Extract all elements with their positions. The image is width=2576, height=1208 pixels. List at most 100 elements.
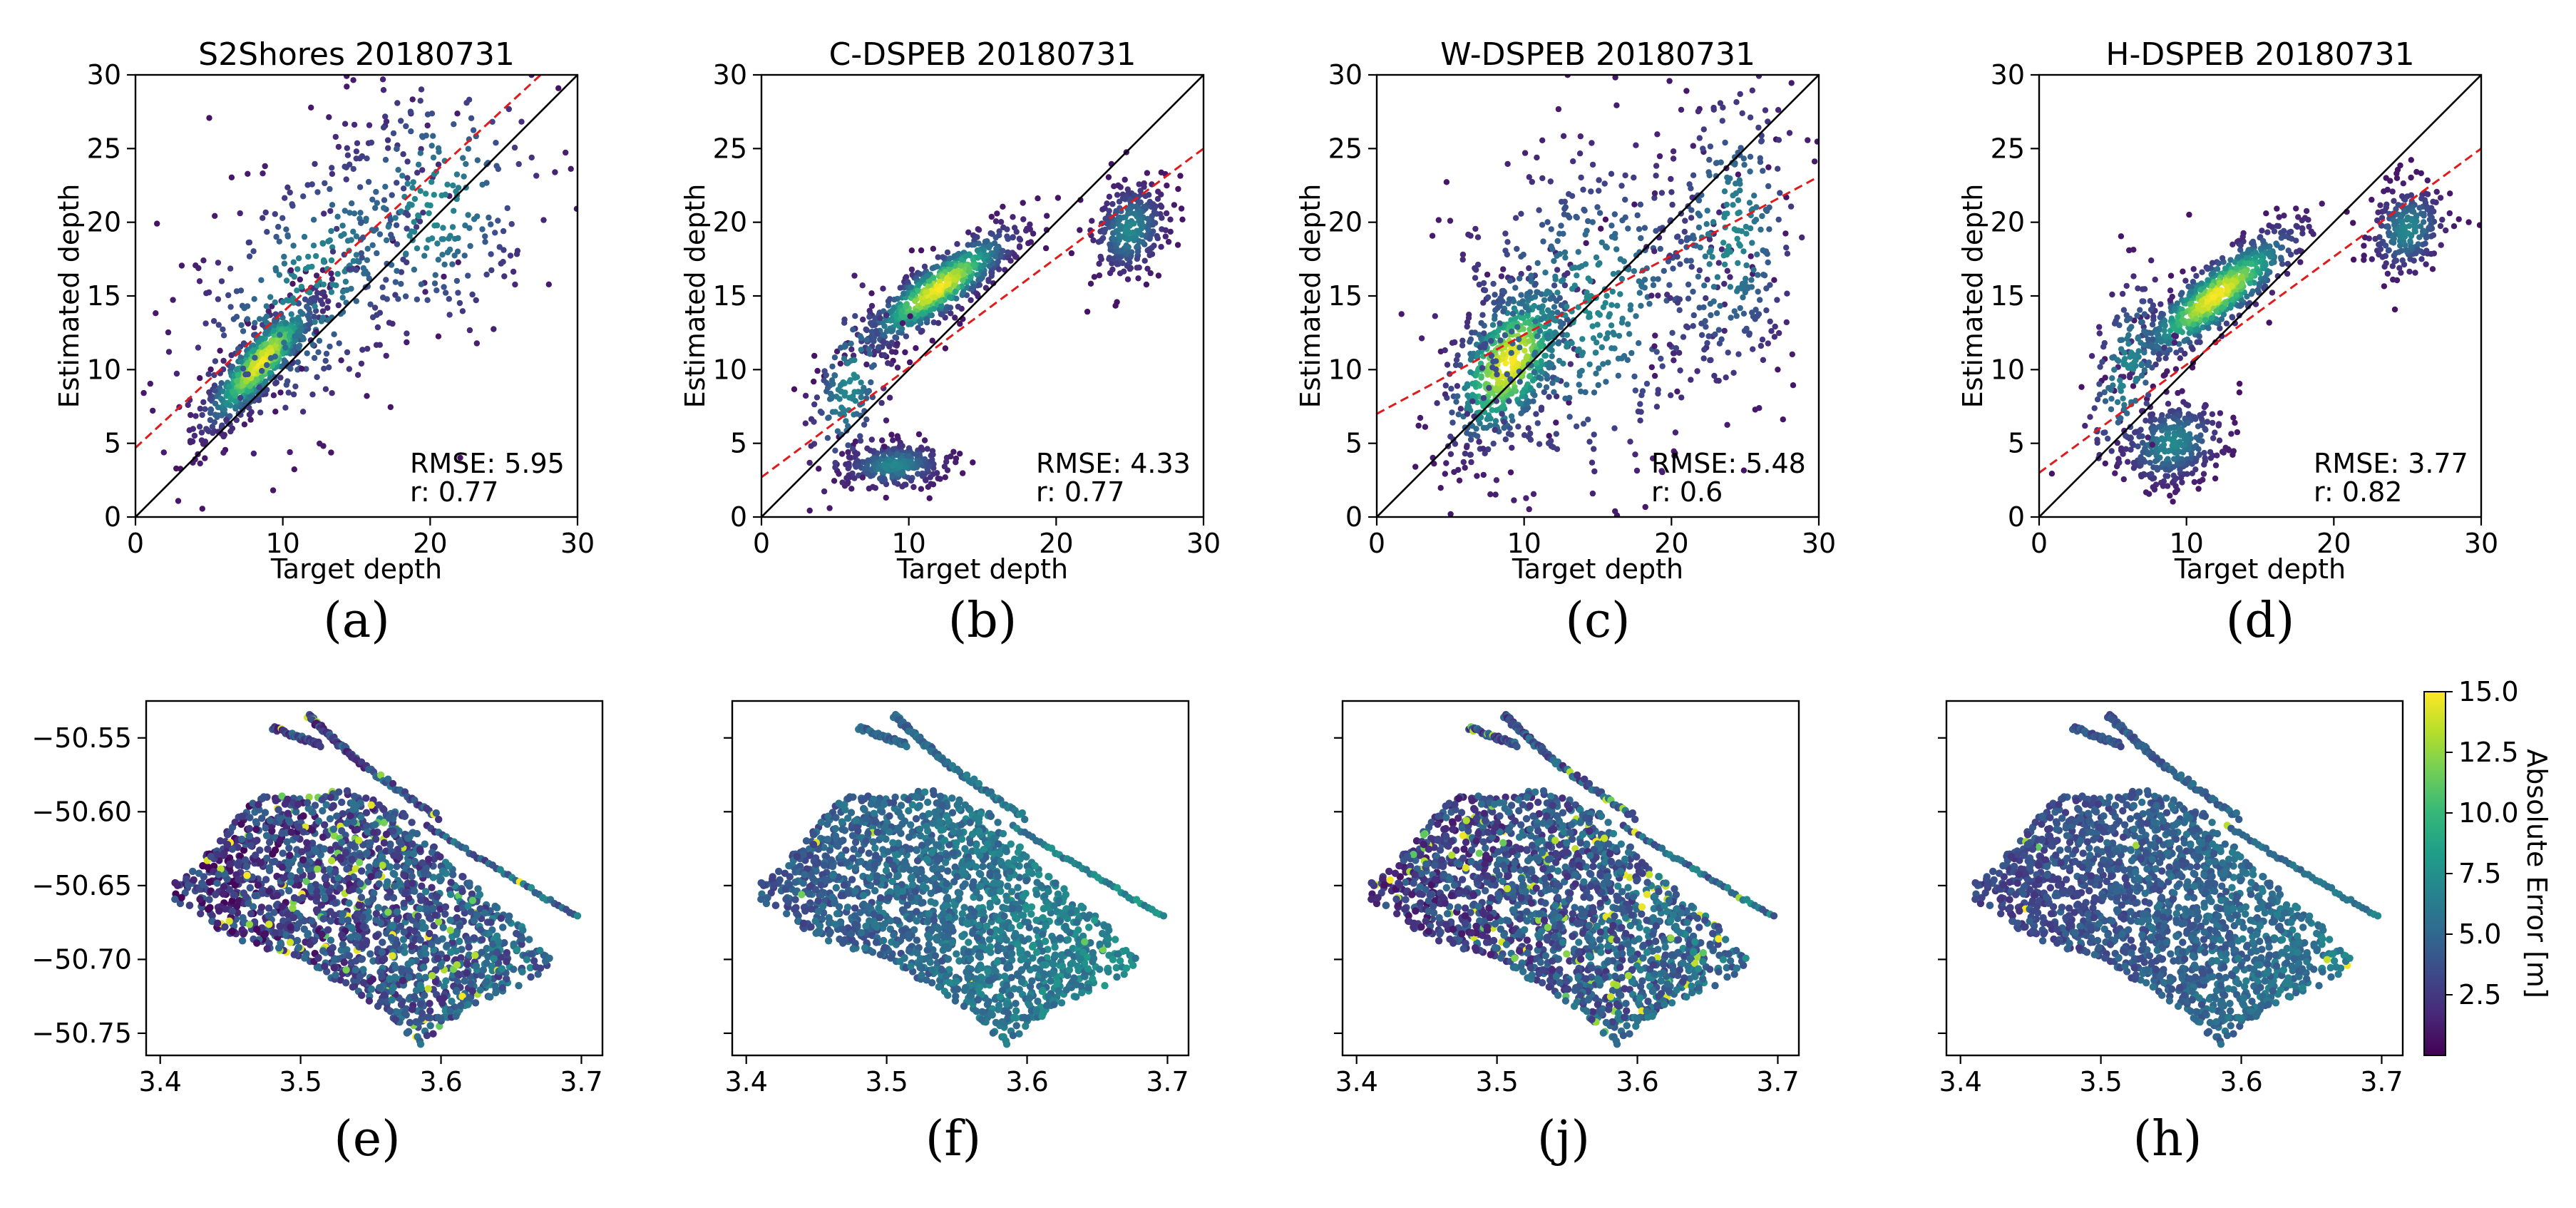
scatter-point — [441, 261, 448, 268]
scatter-point — [2197, 339, 2203, 345]
scatter-point — [363, 215, 369, 222]
scatter-point — [376, 231, 384, 237]
scatter-point — [1544, 372, 1550, 379]
scatter-point — [409, 185, 416, 191]
scatter-point — [196, 278, 203, 285]
x-tick-label: 0 — [1368, 528, 1385, 559]
scatter-point — [451, 252, 458, 259]
scatter-point — [907, 313, 913, 319]
scatter-point — [197, 460, 203, 467]
scatter-point — [218, 380, 225, 387]
scatter-point — [328, 227, 334, 235]
scatter-point — [1531, 369, 1538, 376]
scatter-point — [2233, 265, 2239, 271]
scatter-point — [1622, 196, 1628, 203]
scatter-point — [369, 196, 376, 203]
scatter-point — [1753, 204, 1760, 210]
scatter-point — [1608, 170, 1615, 177]
scatter-point — [1016, 244, 1023, 250]
scatter-point — [2175, 313, 2181, 320]
scatter-point — [262, 341, 270, 347]
scatter-point — [349, 200, 355, 207]
scatter-point — [325, 298, 332, 304]
scatter-point — [1463, 444, 1470, 451]
scatter-point — [957, 451, 963, 457]
scatter-point — [2229, 297, 2236, 303]
scatter-point — [1721, 327, 1728, 334]
scatter-point — [265, 308, 272, 314]
scatter-point — [1472, 225, 1479, 232]
scatter-point — [514, 247, 521, 254]
scatter-point — [227, 265, 234, 272]
scatter-point — [429, 179, 435, 185]
scatter-point — [1771, 277, 1777, 283]
scatter-point — [367, 301, 374, 307]
scatter-point — [415, 212, 421, 219]
scatter-point — [1735, 260, 1741, 267]
scatter-point — [2230, 414, 2237, 421]
scatter-point — [230, 389, 236, 395]
scatter-point — [411, 219, 417, 225]
scatter-point — [2190, 266, 2197, 272]
scatter-point — [893, 312, 899, 319]
scatter-point — [387, 404, 394, 411]
scatter-point — [264, 362, 270, 369]
scatter-point — [215, 296, 222, 302]
scatter-point — [1721, 280, 1728, 287]
scatter-point — [1539, 137, 1546, 143]
scatter-point — [1784, 250, 1791, 257]
scatter-point — [223, 393, 230, 399]
scatter-point — [1596, 210, 1603, 216]
scatter-point — [217, 347, 223, 354]
scatter-point — [1460, 459, 1467, 466]
scatter-point — [1163, 210, 1170, 217]
scatter-point — [1500, 266, 1507, 272]
scatter-point — [354, 140, 361, 146]
scatter-point — [1755, 75, 1762, 79]
scatter-point — [1696, 267, 1703, 274]
scatter-point — [2227, 270, 2234, 277]
scatter-point — [918, 247, 925, 254]
scatter-point — [210, 318, 217, 324]
scatter-point — [1730, 202, 1736, 208]
scatter-point — [422, 289, 429, 295]
scatter-point — [256, 316, 263, 322]
scatter-point — [1698, 320, 1705, 327]
scatter-point — [1706, 172, 1713, 179]
scatter-point — [218, 278, 225, 285]
scatter-point — [814, 367, 821, 374]
scatter-point — [1704, 339, 1710, 347]
scatter-point — [395, 167, 401, 173]
scatter-point — [392, 279, 399, 285]
scatter-point — [1500, 351, 1507, 357]
scatter-point — [1443, 460, 1449, 466]
scatter-point — [1666, 342, 1673, 348]
scatter-point — [926, 495, 933, 501]
scatter-point — [279, 215, 286, 221]
scatter-point — [1742, 284, 1748, 290]
scatter-point — [1560, 230, 1566, 237]
scatter-point — [268, 349, 274, 355]
scatter-point — [1717, 100, 1724, 106]
scatter-point — [237, 359, 245, 365]
scatter-point — [307, 337, 314, 344]
scatter-point — [1560, 133, 1567, 139]
scatter-point — [270, 392, 277, 399]
scatter-point — [483, 271, 490, 278]
scatter-point — [918, 444, 925, 451]
scatter-point — [1598, 225, 1604, 232]
scatter-point — [1695, 273, 1702, 280]
scatter-point — [435, 161, 442, 168]
scatter-point — [1651, 372, 1658, 379]
scatter-point — [1536, 304, 1542, 311]
scatter-point — [913, 345, 919, 352]
scatter-point — [1486, 384, 1492, 391]
scatter-point — [418, 86, 425, 93]
scatter-point — [1648, 292, 1655, 299]
scatter-point — [878, 399, 885, 406]
scatter-point — [342, 278, 349, 285]
scatter-point — [1735, 227, 1742, 234]
scatter-point — [368, 139, 375, 146]
scatter-point — [947, 294, 953, 301]
scatter-point — [863, 337, 870, 344]
